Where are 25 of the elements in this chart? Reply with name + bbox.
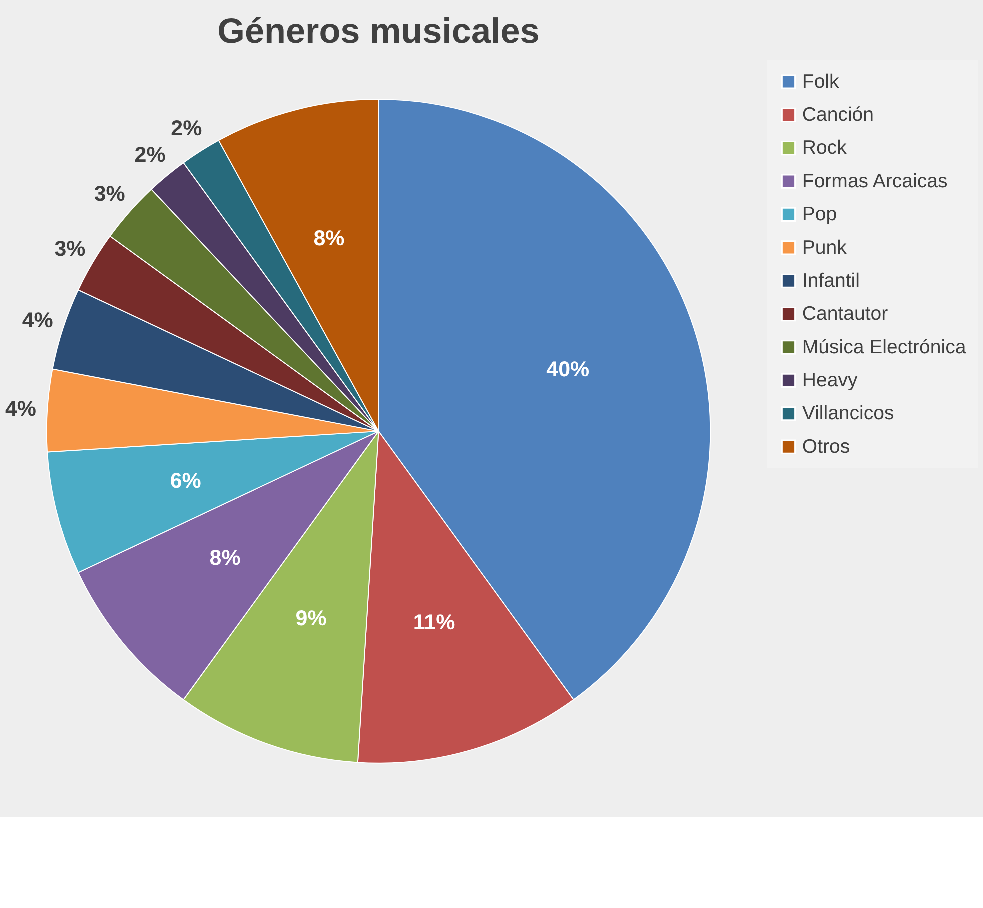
data-label: 8% [210, 546, 241, 570]
legend-label: Folk [802, 70, 840, 93]
data-label: 4% [22, 308, 54, 333]
legend-label: Infantil [802, 270, 860, 292]
data-label: 40% [546, 358, 590, 382]
data-label: 2% [134, 143, 166, 168]
legend-label: Música Electrónica [802, 336, 966, 358]
legend-label: Otros [802, 436, 850, 458]
legend-label: Pop [802, 204, 838, 226]
data-label: 9% [296, 606, 327, 631]
data-label: 11% [413, 610, 456, 635]
legend-label: Villancicos [802, 402, 894, 425]
data-label: 4% [5, 396, 37, 421]
legend-label: Punk [802, 236, 848, 259]
legend-label: Cantautor [802, 303, 889, 326]
data-label: 3% [54, 236, 86, 261]
legend-label: Canción [802, 104, 874, 126]
legend-label: Formas Arcaicas [802, 170, 948, 192]
legend-label: Rock [802, 137, 848, 160]
data-label: 8% [314, 226, 345, 250]
data-label: 6% [170, 468, 202, 493]
data-label: 3% [94, 182, 126, 206]
data-label: 2% [171, 116, 202, 141]
legend-label: Heavy [802, 370, 858, 392]
chart-title: Géneros musicales [218, 12, 540, 51]
